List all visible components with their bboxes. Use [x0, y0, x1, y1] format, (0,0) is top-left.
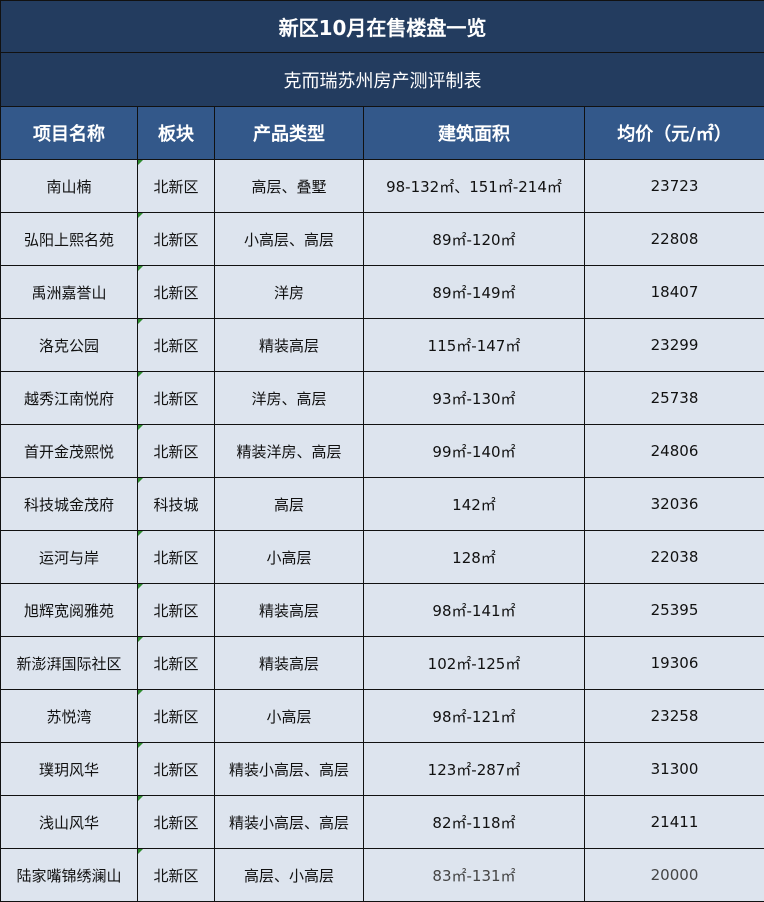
project-name-cell: 科技城金茂府 — [0, 477, 138, 531]
average-price-cell: 32036 — [583, 477, 764, 531]
project-name-cell: 浅山风华 — [0, 795, 138, 849]
building-area-cell: 98㎡-121㎡ — [363, 689, 585, 743]
district-cell: 北新区 — [137, 371, 215, 425]
building-area-cell: 142㎡ — [363, 477, 585, 531]
district-cell: 北新区 — [137, 742, 215, 796]
product-type-cell: 小高层、高层 — [214, 212, 364, 266]
product-type-cell: 高层 — [214, 477, 364, 531]
project-name-cell: 运河与岸 — [0, 530, 138, 584]
project-name-cell: 苏悦湾 — [0, 689, 138, 743]
average-price-cell: 24806 — [583, 424, 764, 478]
table-row: 运河与岸 北新区 小高层 128㎡ 22038 — [0, 530, 764, 584]
project-name-cell: 南山楠 — [0, 159, 138, 213]
product-type-cell: 精装高层 — [214, 636, 364, 690]
average-price-cell: 25738 — [583, 371, 764, 425]
table-row: 弘阳上熙名苑 北新区 小高层、高层 89㎡-120㎡ 22808 — [0, 212, 764, 266]
product-type-cell: 洋房、高层 — [214, 371, 364, 425]
average-price-cell: 18407 — [583, 265, 764, 319]
building-area-cell: 83㎡-131㎡ — [363, 848, 585, 902]
column-header-district: 板块 — [137, 106, 215, 160]
table-row: 璞玥风华 北新区 精装小高层、高层 123㎡-287㎡ 31300 — [0, 742, 764, 796]
average-price-cell: 23258 — [583, 689, 764, 743]
header-row: 项目名称 板块 产品类型 建筑面积 均价（元/㎡） — [0, 106, 764, 160]
table-row: 苏悦湾 北新区 小高层 98㎡-121㎡ 23258 — [0, 689, 764, 743]
project-name-cell: 璞玥风华 — [0, 742, 138, 796]
project-name-cell: 旭辉宽阅雅苑 — [0, 583, 138, 637]
column-header-type: 产品类型 — [214, 106, 364, 160]
product-type-cell: 精装小高层、高层 — [214, 742, 364, 796]
average-price-cell: 22808 — [583, 212, 764, 266]
product-type-cell: 精装高层 — [214, 318, 364, 372]
building-area-cell: 123㎡-287㎡ — [363, 742, 585, 796]
average-price-cell: 23723 — [583, 159, 764, 213]
average-price-cell: 25395 — [583, 583, 764, 637]
project-name-cell: 禹洲嘉誉山 — [0, 265, 138, 319]
table-row: 新澎湃国际社区 北新区 精装高层 102㎡-125㎡ 19306 — [0, 636, 764, 690]
district-cell: 北新区 — [137, 265, 215, 319]
table-title: 新区10月在售楼盘一览 — [0, 0, 764, 53]
table-row: 南山楠 北新区 高层、叠墅 98-132㎡、151㎡-214㎡ 23723 — [0, 159, 764, 213]
building-area-cell: 89㎡-120㎡ — [363, 212, 585, 266]
building-area-cell: 115㎡-147㎡ — [363, 318, 585, 372]
table-row: 旭辉宽阅雅苑 北新区 精装高层 98㎡-141㎡ 25395 — [0, 583, 764, 637]
table-row: 洛克公园 北新区 精装高层 115㎡-147㎡ 23299 — [0, 318, 764, 372]
building-area-cell: 99㎡-140㎡ — [363, 424, 585, 478]
building-area-cell: 128㎡ — [363, 530, 585, 584]
table-row: 越秀江南悦府 北新区 洋房、高层 93㎡-130㎡ 25738 — [0, 371, 764, 425]
project-name-cell: 洛克公园 — [0, 318, 138, 372]
building-area-cell: 98㎡-141㎡ — [363, 583, 585, 637]
district-cell: 北新区 — [137, 583, 215, 637]
average-price-cell: 23299 — [583, 318, 764, 372]
district-cell: 北新区 — [137, 848, 215, 902]
product-type-cell: 精装洋房、高层 — [214, 424, 364, 478]
district-cell: 北新区 — [137, 689, 215, 743]
product-type-cell: 小高层 — [214, 530, 364, 584]
table-subtitle: 克而瑞苏州房产测评制表 — [0, 52, 764, 107]
district-cell: 北新区 — [137, 212, 215, 266]
column-header-price: 均价（元/㎡） — [583, 106, 764, 160]
building-area-cell: 89㎡-149㎡ — [363, 265, 585, 319]
project-name-cell: 首开金茂熙悦 — [0, 424, 138, 478]
district-cell: 北新区 — [137, 636, 215, 690]
table-row: 陆家嘴锦绣澜山 北新区 高层、小高层 83㎡-131㎡ 20000 — [0, 848, 764, 902]
district-cell: 科技城 — [137, 477, 215, 531]
district-cell: 北新区 — [137, 530, 215, 584]
district-cell: 北新区 — [137, 424, 215, 478]
building-area-cell: 93㎡-130㎡ — [363, 371, 585, 425]
project-name-cell: 越秀江南悦府 — [0, 371, 138, 425]
district-cell: 北新区 — [137, 795, 215, 849]
product-type-cell: 高层、叠墅 — [214, 159, 364, 213]
average-price-cell: 20000 — [583, 848, 764, 902]
product-type-cell: 小高层 — [214, 689, 364, 743]
district-cell: 北新区 — [137, 318, 215, 372]
table-row: 禹洲嘉誉山 北新区 洋房 89㎡-149㎡ 18407 — [0, 265, 764, 319]
project-name-cell: 陆家嘴锦绣澜山 — [0, 848, 138, 902]
table-row: 首开金茂熙悦 北新区 精装洋房、高层 99㎡-140㎡ 24806 — [0, 424, 764, 478]
project-name-cell: 新澎湃国际社区 — [0, 636, 138, 690]
product-type-cell: 精装高层 — [214, 583, 364, 637]
column-header-name: 项目名称 — [0, 106, 138, 160]
table-row: 浅山风华 北新区 精装小高层、高层 82㎡-118㎡ 21411 — [0, 795, 764, 849]
district-cell: 北新区 — [137, 159, 215, 213]
average-price-cell: 31300 — [583, 742, 764, 796]
column-header-area: 建筑面积 — [363, 106, 585, 160]
building-area-cell: 98-132㎡、151㎡-214㎡ — [363, 159, 585, 213]
building-area-cell: 102㎡-125㎡ — [363, 636, 585, 690]
table-row: 科技城金茂府 科技城 高层 142㎡ 32036 — [0, 477, 764, 531]
average-price-cell: 19306 — [583, 636, 764, 690]
product-type-cell: 洋房 — [214, 265, 364, 319]
project-name-cell: 弘阳上熙名苑 — [0, 212, 138, 266]
product-type-cell: 高层、小高层 — [214, 848, 364, 902]
average-price-cell: 21411 — [583, 795, 764, 849]
average-price-cell: 22038 — [583, 530, 764, 584]
product-type-cell: 精装小高层、高层 — [214, 795, 364, 849]
building-area-cell: 82㎡-118㎡ — [363, 795, 585, 849]
